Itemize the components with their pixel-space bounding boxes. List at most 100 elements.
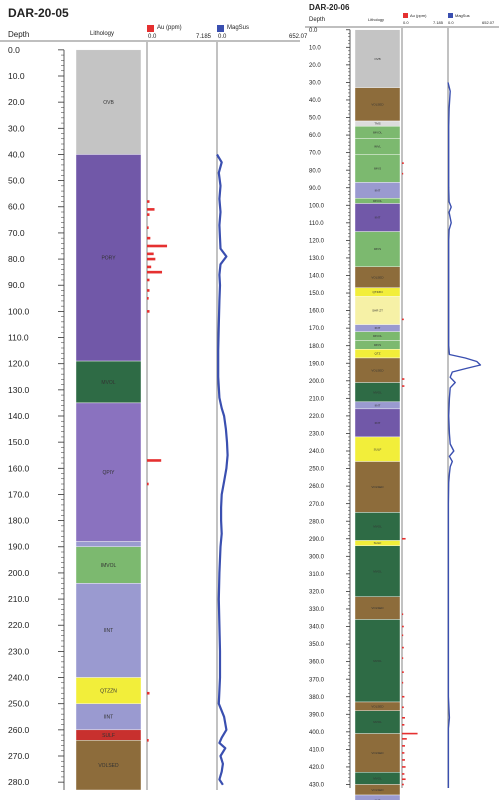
au-assay-bar: [147, 459, 162, 462]
depth-tick-label: 320.0: [309, 590, 325, 596]
lithology-unit-label: VOLSED: [371, 788, 384, 792]
au-max-label: 7.185: [433, 20, 444, 25]
lithology-unit: [354, 408, 401, 438]
depth-tick-label: 70.0: [8, 228, 25, 238]
depth-tick-label: 370.0: [309, 677, 325, 683]
depth-tick-label: 90.0: [8, 280, 25, 290]
lithology-unit-label: MVOL: [373, 525, 382, 529]
depth-tick-label: 100.0: [8, 306, 30, 316]
au-legend-label: Au (ppm): [157, 25, 182, 31]
depth-tick-label: 200.0: [309, 379, 325, 385]
lithology-unit-label: MVOL: [101, 380, 115, 386]
depth-tick-label: 260.0: [8, 725, 30, 735]
lithology-unit-label: PORY: [101, 256, 116, 262]
magsus-max-label: 652.07: [482, 20, 495, 25]
depth-tick-label: 10.0: [309, 45, 321, 51]
au-legend-swatch: [403, 13, 408, 18]
au-assay-bar: [147, 691, 150, 695]
hole-title: DAR-20-06: [309, 3, 350, 12]
magsus-legend-label: MagSus: [455, 13, 470, 18]
lithology-unit-label: IINT: [104, 715, 113, 721]
depth-tick-label: 170.0: [8, 489, 30, 499]
au-assay-bar: [147, 252, 154, 256]
lithology-unit-label: QTZZN: [373, 290, 383, 294]
lithology-unit-label: MVOL: [373, 569, 382, 573]
depth-tick-label: 160.0: [309, 309, 325, 315]
lithology-unit-label: IMVS: [374, 247, 381, 251]
depth-tick-label: 40.0: [8, 149, 25, 159]
lithology-unit-label: MVOL: [373, 390, 382, 394]
lithology-unit-label: MVOL: [373, 659, 382, 663]
lithology-unit-label: IINT: [375, 421, 381, 425]
hole-title: DAR-20-05: [8, 6, 69, 20]
lithology-unit-label: VOLSED: [371, 485, 384, 489]
depth-tick-label: 230.0: [309, 432, 325, 438]
lithology-unit-label: VOLSED: [371, 704, 384, 708]
depth-tick-label: 150.0: [309, 291, 325, 297]
au-assay-bar: [147, 213, 150, 216]
lithology-unit: [75, 541, 142, 547]
log-plot-dar-20-06: 0.0 10.0 20.0 30.0 40.0 50.0 60.0 70.0 80.0 90.0 1…: [305, 26, 499, 800]
depth-tick-label: 70.0: [309, 151, 321, 157]
depth-tick-label: 300.0: [309, 554, 325, 560]
au-assay-bar: [402, 172, 404, 175]
au-assay-bar: [147, 236, 151, 240]
depth-tick-label: 270.0: [309, 502, 325, 508]
depth-tick-label: 340.0: [309, 625, 325, 631]
depth-tick-label: 60.0: [8, 202, 25, 212]
depth-tick-label: 140.0: [8, 411, 30, 421]
depth-tick-label: 180.0: [8, 516, 30, 526]
magsus-max-label: 652.07: [289, 34, 308, 40]
drillhole-log-dar-20-05: DAR-20-05 Depth Lithology Au (ppm) 0.0 7…: [0, 6, 307, 791]
au-assay-bar: [402, 162, 404, 164]
lithology-unit: [75, 402, 142, 542]
au-max-label: 7.185: [196, 34, 212, 40]
depth-tick-label: 430.0: [309, 783, 325, 789]
lithology-unit-label: VOLSED: [371, 275, 384, 279]
depth-tick-label: 230.0: [8, 646, 30, 656]
au-assay-bar: [402, 385, 405, 387]
au-assay-bar: [402, 732, 418, 735]
depth-tick-label: 40.0: [309, 98, 321, 104]
depth-tick-label: 0.0: [309, 28, 318, 34]
lithology-unit-label: SHR ZT: [372, 309, 383, 313]
lithology-unit-label: QTZZN: [100, 688, 117, 694]
lithology-unit-label: IMVOL: [101, 563, 117, 569]
lithology-unit-label: IMVS: [374, 343, 381, 347]
magsus-series-line: [447, 82, 482, 788]
au-assay-bar: [147, 270, 163, 274]
depth-tick-label: 410.0: [309, 747, 325, 753]
au-assay-bar: [402, 634, 404, 637]
depth-tick-label: 270.0: [8, 751, 30, 761]
au-assay-bar: [147, 482, 149, 486]
depth-tick-label: 60.0: [309, 133, 321, 139]
depth-tick-label: 180.0: [309, 344, 325, 350]
magsus-legend-swatch: [217, 25, 224, 32]
au-assay-bar: [402, 766, 406, 768]
lithology-unit: [354, 203, 401, 232]
au-assay-bar: [402, 759, 405, 761]
au-assay-bar: [402, 778, 406, 781]
lithology-unit: [354, 512, 401, 541]
depth-tick-label: 50.0: [309, 116, 321, 122]
magsus-legend-label: MagSus: [227, 25, 250, 31]
depth-tick-label: 20.0: [8, 97, 25, 107]
au-assay-bar: [147, 244, 168, 248]
lithology-unit: [75, 677, 142, 704]
lithology-unit-label: VOLSED: [98, 763, 119, 769]
lithology-unit-label: IMVS: [374, 166, 381, 170]
depth-header: Depth: [309, 17, 326, 23]
lithology-unit: [75, 740, 142, 791]
lithology-unit: [354, 154, 401, 183]
depth-tick-label: 310.0: [309, 572, 325, 578]
lithology-unit: [75, 703, 142, 731]
depth-header: Depth: [8, 30, 30, 39]
depth-tick-label: 360.0: [309, 660, 325, 666]
au-assay-bar: [402, 745, 405, 747]
lithology-unit-label: VOLSED: [371, 368, 384, 372]
depth-tick-label: 250.0: [309, 467, 325, 473]
depth-tick-label: 220.0: [309, 414, 325, 420]
lithology-unit: [354, 87, 401, 122]
au-assay-bar: [402, 537, 406, 540]
au-legend-swatch: [147, 25, 154, 32]
